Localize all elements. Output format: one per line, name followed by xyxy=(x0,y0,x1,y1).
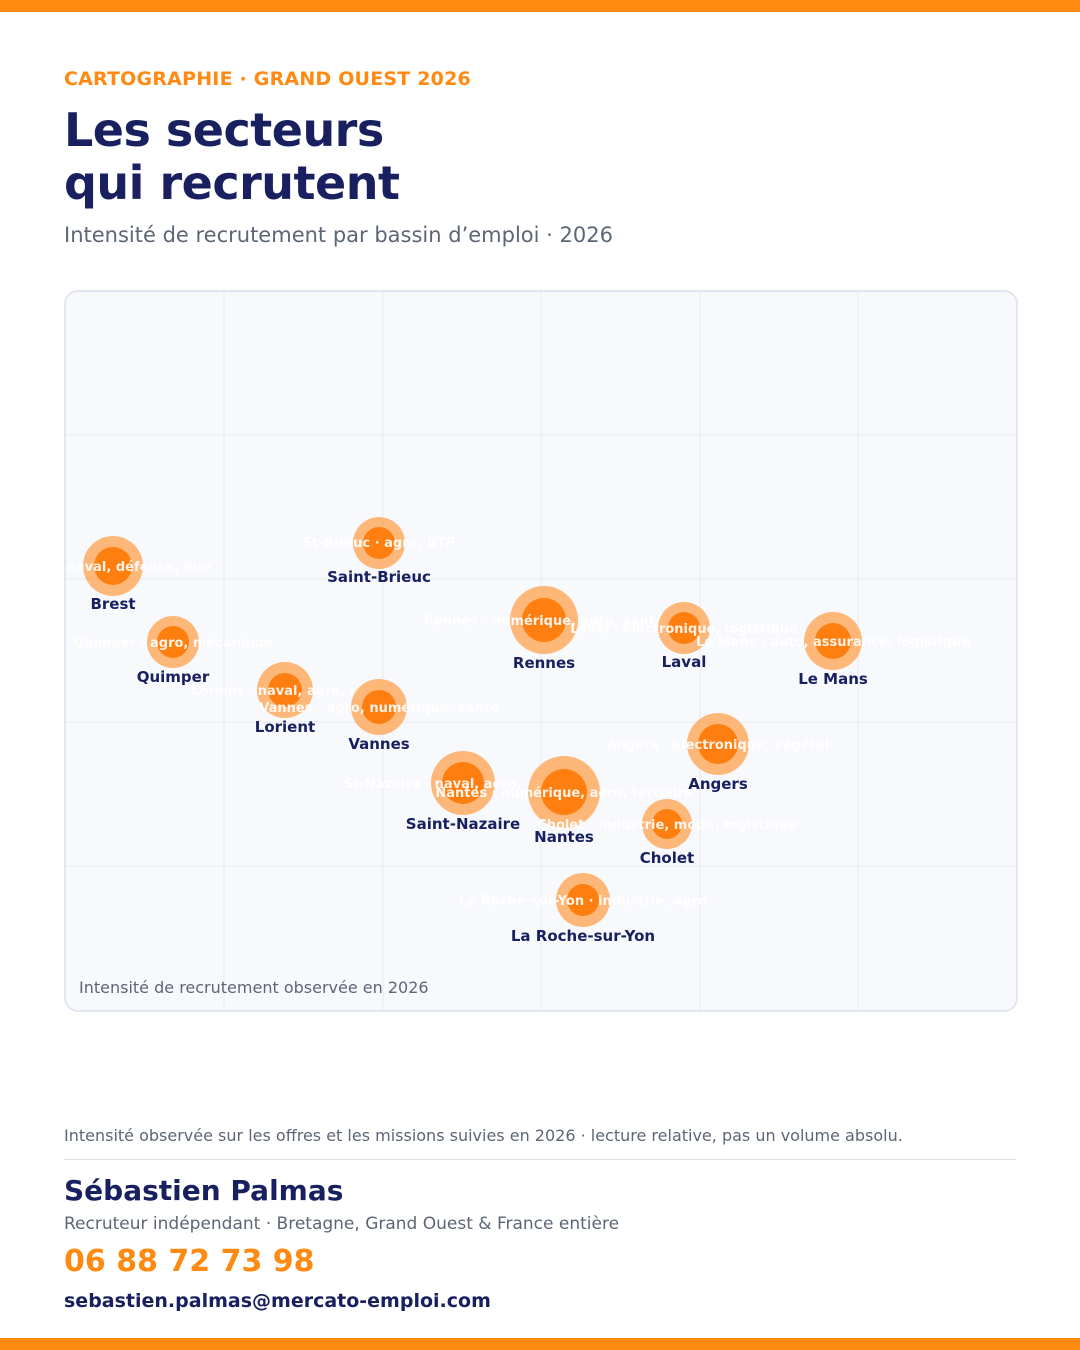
eyebrow-label: CARTOGRAPHIE · GRAND OUEST 2026 xyxy=(64,68,471,90)
basin-sectors-label: Nantes · numérique, aéro, tertiaire xyxy=(435,786,692,801)
basin-angers[interactable]: Angers · électronique, végétal Angers xyxy=(607,713,829,793)
basin-la-roche-sur-yon[interactable]: La Roche-sur-Yon · industrie, agro La Ro… xyxy=(459,873,707,945)
top-accent-bar xyxy=(0,0,1080,12)
contact-name: Sébastien Palmas xyxy=(64,1174,344,1207)
basin-sectors-label: La Roche-sur-Yon · industrie, agro xyxy=(459,894,707,909)
methodology-footnote: Intensité observée sur les offres et les… xyxy=(64,1126,903,1145)
basin-sectors-label: Rennes · numérique, auto, santé xyxy=(424,614,664,629)
map-canvas: Brest · naval, défense, mer Brest St-Bri… xyxy=(66,292,1016,1010)
bottom-accent-bar xyxy=(0,1338,1080,1350)
basin-marker-core xyxy=(668,612,700,644)
basin-rennes[interactable]: Rennes · numérique, auto, santé Rennes xyxy=(424,586,664,672)
basin-sectors-label: Lorient · naval, agro, mer xyxy=(191,684,379,699)
basin-name-label: Saint-Brieuc xyxy=(327,568,431,586)
footer-divider xyxy=(64,1159,1016,1160)
basin-name-label: Nantes xyxy=(534,828,594,846)
basin-laval[interactable]: Laval · électronique, logistique Laval xyxy=(570,602,798,671)
basin-marker-core xyxy=(652,809,682,839)
basin-sectors-label: Le Mans · auto, assurance, logistique xyxy=(696,635,970,650)
basin-le-mans[interactable]: Le Mans · auto, assurance, logistique Le… xyxy=(696,612,970,688)
page-subtitle: Intensité de recrutement par bassin d’em… xyxy=(64,223,613,247)
basin-name-label: Rennes xyxy=(513,654,575,672)
basin-name-label: Vannes xyxy=(348,735,409,753)
basin-vannes[interactable]: Vannes · agro, numérique, santé Vannes xyxy=(259,679,499,753)
basin-marker-core xyxy=(541,769,587,815)
basin-marker-core xyxy=(815,623,851,659)
basin-sectors-label: Quimper · agro, mécanique xyxy=(73,636,273,651)
contact-phone-link[interactable]: 06 88 72 73 98 xyxy=(64,1244,315,1279)
basin-marker-core xyxy=(698,724,738,764)
basin-marker-core xyxy=(362,690,396,724)
basin-marker-core xyxy=(442,762,484,804)
contact-role: Recruteur indépendant · Bretagne, Grand … xyxy=(64,1214,620,1234)
basin-saint-nazaire[interactable]: St-Nazaire · naval, aéro, énergie Saint-… xyxy=(344,751,582,833)
basin-nantes[interactable]: Nantes · numérique, aéro, tertiaire Nant… xyxy=(435,756,693,846)
basin-marker-core xyxy=(363,527,395,559)
basin-cholet[interactable]: Cholet · industrie, mode, logistique Cho… xyxy=(537,799,797,867)
basin-name-label: Angers xyxy=(688,775,748,793)
map-note: Intensité de recrutement observée en 202… xyxy=(79,978,429,997)
basin-quimper[interactable]: Quimper · agro, mécanique Quimper xyxy=(73,616,273,686)
basin-name-label: Saint-Nazaire xyxy=(406,815,520,833)
basin-saint-brieuc[interactable]: St-Brieuc · agro, BTP Saint-Brieuc xyxy=(303,517,456,586)
basin-brest[interactable]: Brest · naval, défense, mer Brest xyxy=(66,536,213,613)
basin-marker-core xyxy=(94,547,132,585)
basin-marker-core xyxy=(268,673,302,707)
basin-sectors-label: Vannes · agro, numérique, santé xyxy=(259,701,499,716)
basin-marker-core xyxy=(522,598,566,642)
basin-name-label: Laval xyxy=(662,653,707,671)
basin-sectors-label: Brest · naval, défense, mer xyxy=(66,560,213,575)
basin-name-label: Le Mans xyxy=(798,670,868,688)
basin-name-label: Brest xyxy=(90,595,135,613)
page-title-line-2: qui recrutent xyxy=(64,156,400,210)
basin-name-label: La Roche-sur-Yon xyxy=(511,927,655,945)
basin-name-label: Quimper xyxy=(137,668,210,686)
basin-sectors-label: Angers · électronique, végétal xyxy=(607,738,829,753)
basin-lorient[interactable]: Lorient · naval, agro, mer Lorient xyxy=(191,662,379,736)
page-title-line-1: Les secteurs xyxy=(64,103,384,157)
page-title: Les secteurs qui recrutent xyxy=(64,103,400,210)
contact-email-link[interactable]: sebastien.palmas@mercato-emploi.com xyxy=(64,1290,491,1312)
basin-name-label: Lorient xyxy=(255,718,315,736)
basin-sectors-label: Cholet · industrie, mode, logistique xyxy=(537,818,797,833)
basin-sectors-label: St-Nazaire · naval, aéro, énergie xyxy=(344,777,582,792)
basin-marker-core xyxy=(567,884,599,916)
recruitment-map: Brest · naval, défense, mer Brest St-Bri… xyxy=(64,290,1018,1012)
basin-name-label: Cholet xyxy=(640,849,694,867)
basin-marker-core xyxy=(157,626,189,658)
basin-sectors-label: Laval · électronique, logistique xyxy=(570,622,798,637)
basin-sectors-label: St-Brieuc · agro, BTP xyxy=(303,536,456,551)
